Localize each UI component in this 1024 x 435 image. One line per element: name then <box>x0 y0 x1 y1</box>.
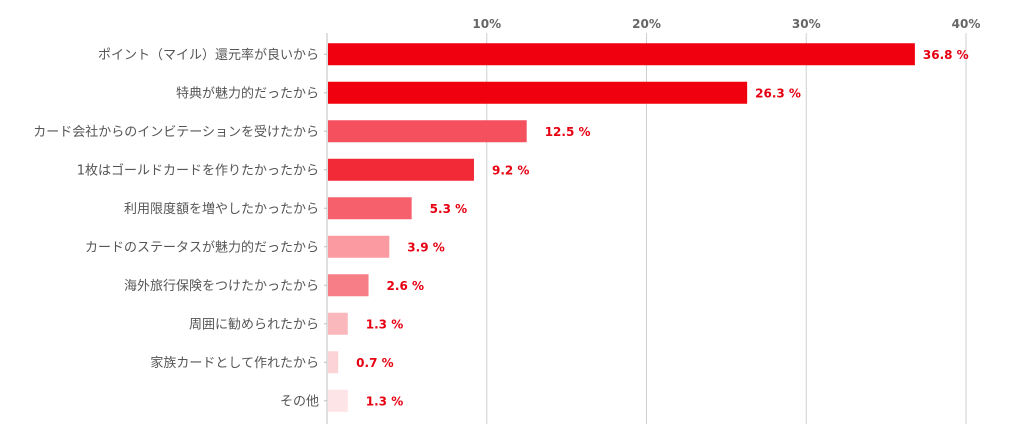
category-label: 家族カードとして作れたから <box>150 355 319 371</box>
bar <box>328 197 412 220</box>
bar <box>328 274 369 297</box>
bar <box>328 43 915 66</box>
data-label: 5.3 % <box>430 202 467 216</box>
bar <box>328 158 474 181</box>
data-label: 26.3 % <box>755 86 801 100</box>
bar <box>328 120 527 143</box>
x-tick-label: 10% <box>472 17 501 31</box>
data-label: 1.3 % <box>366 394 403 408</box>
data-label: 0.7 % <box>356 356 393 370</box>
x-tick-label: 40% <box>952 17 981 31</box>
bar <box>328 351 339 374</box>
category-label: ポイント（マイル）還元率が良いから <box>98 47 319 63</box>
data-label: 36.8 % <box>923 48 969 62</box>
category-label: カード会社からのインビテーションを受けたから <box>33 124 319 140</box>
category-label: 周囲に勧められたから <box>189 316 319 332</box>
data-label: 1.3 % <box>366 317 403 331</box>
data-label: 9.2 % <box>492 163 529 177</box>
bar <box>328 389 348 412</box>
category-label: 特典が魅力的だったから <box>176 85 319 101</box>
x-tick-label: 30% <box>792 17 821 31</box>
data-label: 2.6 % <box>387 279 424 293</box>
bar <box>328 81 748 104</box>
category-label: 海外旅行保険をつけたかったから <box>124 279 319 294</box>
category-label: その他 <box>280 394 319 409</box>
category-label: カードのステータスが魅力的だったから <box>85 239 319 255</box>
category-label: 利用限度額を増やしたかったから <box>124 201 319 217</box>
data-label: 12.5 % <box>545 125 591 139</box>
data-label: 3.9 % <box>407 240 444 254</box>
bar <box>328 312 348 335</box>
x-tick-label: 20% <box>632 17 661 31</box>
bar <box>328 235 390 258</box>
category-label: 1枚はゴールドカードを作りたかったから <box>77 162 319 178</box>
